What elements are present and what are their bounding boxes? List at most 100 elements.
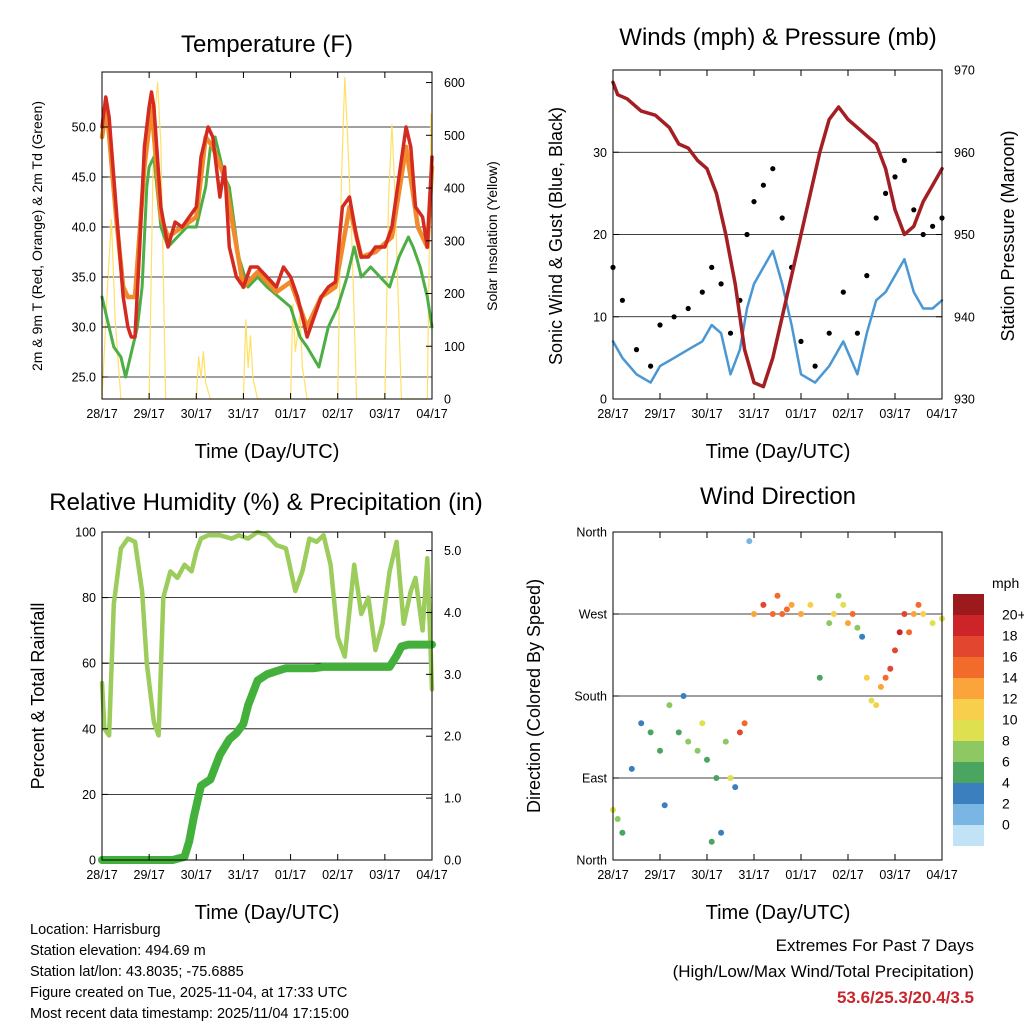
direction-point (713, 775, 720, 781)
gust-point (840, 289, 846, 295)
direction-point (614, 816, 621, 822)
xtick-label: 29/17 (134, 407, 165, 421)
gust-point (619, 297, 626, 303)
extremes-box: Extremes For Past 7 Days (High/Low/Max W… (673, 933, 974, 1011)
xtick-label: 01/17 (785, 868, 816, 882)
xtick-label: 01/17 (785, 407, 816, 421)
xtick-label: 04/17 (926, 868, 957, 882)
direction-point (920, 611, 927, 617)
legend-label: 2 (1002, 796, 1010, 812)
direction-point (779, 611, 786, 617)
gust-point (633, 347, 640, 353)
temp-2m-line (100, 90, 434, 339)
y2tick-label: 3.0 (444, 668, 461, 682)
direction-point (699, 720, 706, 727)
xtick-label: 30/17 (181, 407, 212, 421)
xtick-label: 31/17 (228, 868, 259, 882)
xtick-label: 02/17 (322, 407, 353, 421)
ytick-label: North (576, 526, 607, 540)
ytick-label: 80 (82, 591, 96, 605)
direction-point (746, 538, 753, 545)
legend-swatch (953, 657, 984, 678)
station-info: Location: Harrisburg Station elevation: … (30, 920, 349, 1025)
direction-point (638, 720, 645, 727)
xtick-label: 01/17 (275, 407, 306, 421)
y2tick-label: 600 (444, 76, 465, 90)
direction-point (882, 674, 889, 681)
gust-point (864, 273, 870, 279)
ytick-label: 40 (82, 722, 96, 736)
humidity-panel: Relative Humidity (%) & Precipitation (i… (28, 489, 483, 924)
xtick-label: 29/17 (644, 407, 675, 421)
direction-grid (613, 613, 942, 779)
gust-point (873, 215, 879, 221)
direction-title: Wind Direction (700, 483, 856, 510)
rh-line (99, 529, 435, 738)
extremes-values: 53.6/25.3/20.4/3.5 (836, 988, 974, 1007)
winds-panel: Winds (mph) & Pressure (mb) 0 10 20 30 930 94… (546, 24, 1018, 463)
legend-label: 18 (1002, 628, 1018, 644)
direction-point (807, 601, 814, 608)
direction-point (788, 601, 795, 608)
direction-point (859, 633, 866, 640)
gust-point (920, 231, 926, 238)
humidity-title: Relative Humidity (%) & Precipitation (i… (49, 489, 482, 516)
temp-9m-line (99, 104, 435, 330)
direction-point (769, 611, 776, 617)
ytick-label: 100 (75, 526, 96, 540)
xtick-label: 28/17 (597, 868, 628, 882)
gust-point (671, 314, 677, 320)
ytick-label: 0 (89, 854, 96, 868)
y2tick-label: 960 (954, 146, 975, 160)
direction-point (863, 674, 870, 681)
xtick-label: 28/17 (597, 407, 628, 421)
direction-point (718, 829, 725, 836)
xtick-label: 29/17 (644, 868, 675, 882)
legend-swatch (953, 783, 984, 804)
xtick-label: 31/17 (738, 868, 769, 882)
gust-point (760, 182, 767, 188)
legend-label: 0 (1002, 817, 1010, 833)
y2tick-label: 200 (444, 287, 465, 301)
ytick-label: 0 (600, 393, 607, 407)
ytick-label: West (579, 608, 608, 622)
temperature-ticks: 25.0 30.0 35.0 40.0 45.0 50.0 0 100 200 300 400 500… (72, 72, 465, 421)
legend-label: 14 (1002, 670, 1018, 686)
gust-point (779, 215, 785, 221)
xtick-label: 01/17 (275, 868, 306, 882)
ytick-label: South (574, 690, 607, 704)
direction-point (868, 697, 875, 704)
legend-label: 12 (1002, 691, 1018, 707)
direction-point (816, 674, 823, 681)
temperature-panel: Temperature (F) 25.0 30.0 35.0 40.0 45.0 50.0… (29, 31, 500, 463)
direction-point (845, 620, 851, 627)
pressure-ylabel: Station Pressure (Maroon) (998, 130, 1018, 341)
y2tick-label: 100 (444, 340, 465, 354)
direction-point (694, 747, 701, 754)
direction-point (774, 592, 781, 599)
xtick-label: 02/17 (832, 868, 863, 882)
xtick-label: 31/17 (738, 407, 769, 421)
legend-swatch (953, 825, 984, 846)
direction-point (708, 838, 715, 845)
xtick-label: 02/17 (322, 868, 353, 882)
precip-line (98, 640, 436, 864)
gust-point (685, 305, 691, 312)
direction-point (929, 620, 936, 627)
temperature-ylabel: 2m & 9m T (Red, Orange) & 2m Td (Green) (29, 101, 45, 371)
ytick-label: 30 (593, 146, 607, 160)
xtick-label: 03/17 (879, 407, 910, 421)
winds-series (610, 80, 945, 389)
legend-title: mph (992, 575, 1019, 591)
xtick-label: 31/17 (228, 407, 259, 421)
created-text: Figure created on Tue, 2025-11-04, at 17… (30, 985, 348, 1001)
legend-label: 10 (1002, 712, 1018, 728)
pressure-line (611, 80, 944, 389)
direction-point (849, 611, 856, 617)
winds-ticks: 0 10 20 30 930 940 950 960 970 28/17 29/17 30/17 31/… (593, 64, 975, 422)
ytick-label: 20 (82, 788, 96, 802)
direction-point (896, 629, 903, 636)
gust-point (648, 363, 654, 369)
humidity-ticks: 0 20 40 60 80 100 0.0 1.0 2.0 3.0 4.0 5.0 28/17 29/17… (75, 526, 461, 883)
